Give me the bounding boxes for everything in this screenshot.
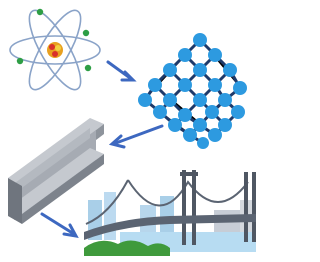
tower-beam [180,172,198,176]
electron [83,30,89,36]
tower [252,172,256,242]
illustration [0,0,256,262]
tower [182,170,186,245]
neutron [55,45,61,51]
cable [128,180,248,206]
atom [10,4,100,96]
page [0,0,256,262]
arrow [116,126,162,143]
proton [52,51,58,57]
tower [192,170,196,245]
electron [17,58,23,64]
proton [49,44,55,50]
crystal-lattice [138,33,247,149]
electron [85,65,91,71]
bridge-scene [84,170,256,256]
electron [37,9,43,15]
tower [244,172,248,242]
beam-end [8,178,22,224]
